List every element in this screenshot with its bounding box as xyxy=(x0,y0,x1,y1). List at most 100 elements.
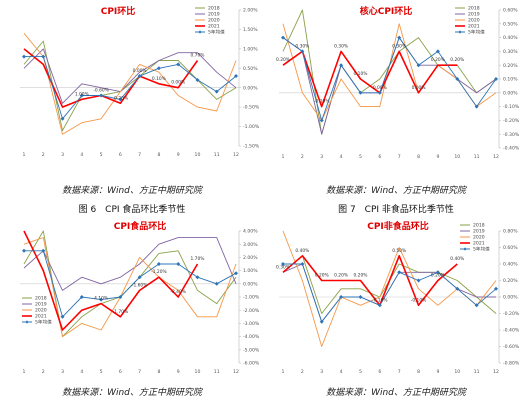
x-tick-label: 2 xyxy=(42,152,45,158)
data-point-marker xyxy=(435,270,440,275)
legend-label: 2021 xyxy=(473,241,485,247)
x-tick-label: 5 xyxy=(100,369,103,375)
data-label: -1.70% xyxy=(113,309,129,315)
series-line-2018 xyxy=(23,40,237,131)
data-point-marker xyxy=(176,262,181,266)
data-label: -0.10% xyxy=(314,99,330,105)
chart-panel-4: CPI非食品环比 0.80% 0.60% 0.40% 0.20% 0.00% -0.20% -… xyxy=(276,220,520,375)
x-tick-label: 7 xyxy=(398,369,401,375)
legend-label: 2019 xyxy=(473,229,485,235)
data-label: 0.00% xyxy=(171,80,185,86)
series-line-2021 xyxy=(23,230,199,331)
legend-label: 2021 xyxy=(468,24,480,30)
data-label: 0.00% xyxy=(412,85,426,91)
legend-label: 5年均值 xyxy=(208,29,225,36)
data-label: 0.50% xyxy=(392,248,406,254)
x-tick-label: 11 xyxy=(474,369,480,375)
legend-label: 5年均值 xyxy=(468,29,485,36)
x-tick-label: 1 xyxy=(23,369,26,375)
data-point-marker xyxy=(455,286,460,291)
x-tick-label: 6 xyxy=(378,154,381,160)
legend-marker xyxy=(25,320,29,324)
data-point-marker xyxy=(319,118,324,123)
data-label: -1.20% xyxy=(151,269,167,275)
x-tick-label: 3 xyxy=(61,152,64,158)
x-tick-label: 2 xyxy=(301,369,304,375)
x-tick-label: 4 xyxy=(340,369,343,375)
x-tick-label: 5 xyxy=(359,369,362,375)
series-line-2021 xyxy=(282,255,458,307)
x-tick-label: 12 xyxy=(493,154,499,160)
x-tick-label: 8 xyxy=(157,152,160,158)
data-label: 0.20% xyxy=(450,57,464,63)
chart-panel-1: CPI环比 2.00% 1.50% 1.00% 0.50% 0.00% -0.50% -1.0… xyxy=(20,5,260,158)
data-label: 0.30% xyxy=(276,264,290,270)
data-point-marker xyxy=(300,262,305,266)
y-tick-label: 0.10% xyxy=(503,77,518,83)
x-tick-label: 11 xyxy=(214,152,220,158)
series-line-2021 xyxy=(23,48,199,108)
y-tick-label: 0.50% xyxy=(243,66,258,72)
data-label: 0.30% xyxy=(295,43,309,49)
data-point-marker xyxy=(319,319,324,324)
x-tick-label: 9 xyxy=(436,369,439,375)
y-tick-label: -4.00% xyxy=(243,334,260,340)
data-point-marker xyxy=(195,77,200,82)
x-tick-label: 7 xyxy=(138,152,141,158)
y-tick-label: 0.80% xyxy=(503,229,518,235)
data-point-marker xyxy=(41,54,46,59)
data-point-marker xyxy=(22,54,26,59)
legend-marker xyxy=(463,247,467,251)
data-label: 1.70% xyxy=(190,256,204,262)
x-tick-label: 5 xyxy=(100,152,103,158)
x-tick-label: 8 xyxy=(417,369,420,375)
y-tick-label: 0.00% xyxy=(503,90,518,96)
series-line-2021 xyxy=(282,50,458,108)
legend-label: 2018 xyxy=(468,6,480,12)
y-tick-label: 1.50% xyxy=(243,27,258,33)
data-label: -1.60% xyxy=(132,282,148,288)
data-label: -2.40% xyxy=(170,289,186,295)
chart-title: 核心CPI环比 xyxy=(360,5,413,17)
y-tick-label: -0.80% xyxy=(503,361,520,367)
y-tick-label: 0.60% xyxy=(503,245,518,251)
y-tick-label: -0.20% xyxy=(503,118,520,124)
x-tick-label: 10 xyxy=(195,152,201,158)
legend-label: 2021 xyxy=(35,314,47,320)
x-tick-label: 2 xyxy=(301,154,304,160)
data-point-marker xyxy=(281,35,285,40)
data-label: 0.70% xyxy=(190,53,204,59)
x-tick-label: 10 xyxy=(195,369,201,375)
data-point-marker xyxy=(195,275,200,280)
data-point-marker xyxy=(137,275,142,280)
x-tick-label: 3 xyxy=(61,369,64,375)
data-label: 0.30% xyxy=(392,43,406,49)
y-tick-label: 4.00% xyxy=(243,229,258,235)
data-point-marker xyxy=(494,77,498,81)
data-label: -0.10% xyxy=(411,297,427,303)
legend-label: 2020 xyxy=(208,18,220,24)
data-point-marker xyxy=(397,35,402,40)
x-tick-label: 11 xyxy=(474,154,480,160)
y-tick-label: 3.00% xyxy=(243,242,258,248)
data-label: 0.20% xyxy=(334,273,348,279)
series-line-2018 xyxy=(282,255,497,314)
series-line-5年均值 xyxy=(24,250,237,318)
legend-label: 2018 xyxy=(35,296,47,302)
data-label: 0.20% xyxy=(431,57,445,63)
y-tick-label: -0.30% xyxy=(503,132,520,138)
y-tick-label: 2.00% xyxy=(243,8,258,14)
y-tick-label: 0.20% xyxy=(503,63,518,69)
y-tick-label: -5.00% xyxy=(243,347,260,353)
data-point-marker xyxy=(300,49,305,54)
data-point-marker xyxy=(377,90,382,95)
data-point-marker xyxy=(234,74,238,79)
x-tick-label: 12 xyxy=(493,369,499,375)
data-point-marker xyxy=(99,93,104,98)
y-tick-label: 0.40% xyxy=(503,35,518,41)
data-label: 0.40% xyxy=(295,248,309,254)
data-point-marker xyxy=(397,270,402,275)
